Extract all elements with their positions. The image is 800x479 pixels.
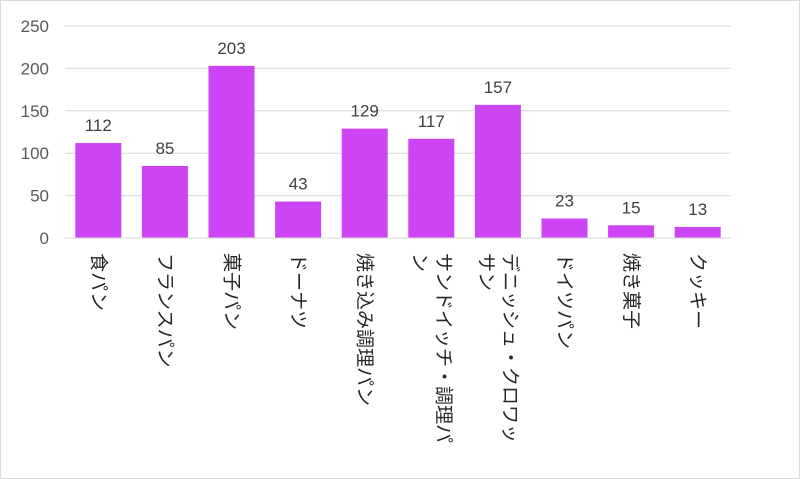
category-label-line: クッキー [687,253,709,329]
category-label-line: サン [475,253,497,291]
gridlines [65,25,731,197]
category-label: 焼き菓子 [620,253,642,329]
category-label-line: サンドイッチ・調理パ [432,253,454,443]
data-label: 13 [688,200,707,219]
y-tick-label: 250 [21,17,49,36]
category-label-line: ドイツパン [554,253,576,349]
category-label: 菓子パン [221,253,243,330]
category-label: クッキー [687,253,709,329]
category-label-line: 焼き込み調理パン [354,253,376,406]
category-label: 焼き込み調理パン [354,253,376,406]
category-labels: 食パン フランスパン 菓子パン ドーナツ 焼き込み調理パン サンドイッチ・調理パン デニッシ… [87,253,708,443]
category-label: 食パン [87,253,109,311]
bar [408,138,455,238]
category-label-line: 食パン [87,253,109,311]
data-label: 43 [289,175,308,194]
bar [608,225,655,238]
category-label-line: ドーナツ [287,253,309,329]
bars [75,65,721,238]
y-tick-label: 0 [40,229,49,248]
bar [474,104,521,238]
category-label: ドーナツ [287,253,309,329]
data-label: 85 [155,139,174,158]
category-label: ドイツパン [554,253,576,349]
category-label-line: 焼き菓子 [620,253,642,329]
data-label: 15 [622,198,641,217]
bar [674,226,721,238]
data-labels: 112 85 203 43 129 117 157 23 15 13 [85,39,707,219]
y-axis: 0 50 100 150 200 250 [21,17,49,248]
bar [341,128,388,238]
category-label-line: 菓子パン [221,253,243,330]
data-label: 157 [484,78,512,97]
y-tick-label: 150 [21,102,49,121]
bar [208,65,255,238]
y-tick-label: 100 [21,144,49,163]
category-label-line: ン [408,253,430,272]
data-label: 203 [217,39,245,58]
data-label: 129 [351,102,379,121]
bar [541,218,588,238]
category-label: サンドイッチ・調理パン [408,253,454,443]
bar [75,143,122,238]
y-tick-label: 200 [21,59,49,78]
data-label: 112 [85,116,112,135]
bar [141,165,188,238]
category-label-line: デニッシュ・クロワッ [499,253,521,443]
y-tick-label: 50 [30,187,49,206]
data-label: 117 [418,112,445,131]
data-label: 23 [555,191,574,210]
category-label-line: フランスパン [154,253,176,368]
bar [275,201,322,238]
category-label: フランスパン [154,253,176,368]
